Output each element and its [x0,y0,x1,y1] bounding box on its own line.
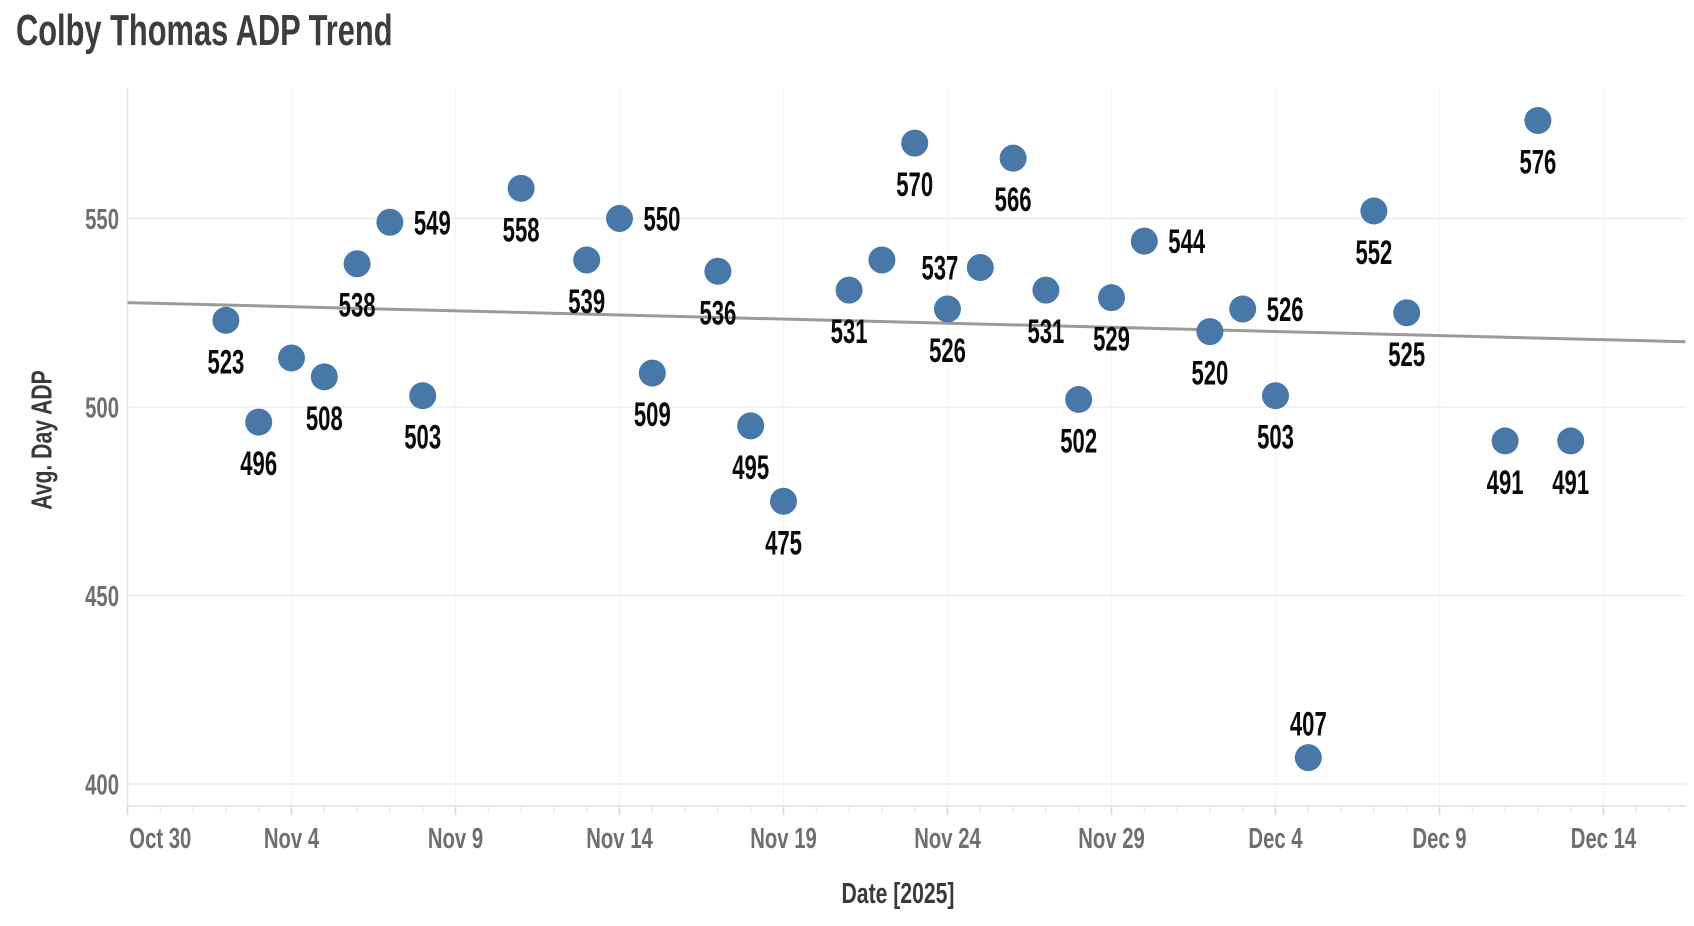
data-point[interactable] [868,246,896,274]
data-point-label: 407 [1290,706,1327,744]
x-tick-label: Nov 24 [914,823,981,855]
x-tick-label: Dec 9 [1412,823,1466,855]
x-tick-label: Nov 29 [1078,823,1145,855]
data-point[interactable] [606,205,633,232]
x-tick-label: Dec 14 [1571,823,1636,855]
data-point[interactable] [1130,227,1158,255]
data-point-label: 503 [1257,419,1294,457]
data-point-label: 552 [1355,234,1392,272]
data-point-label: 558 [503,212,540,250]
data-point[interactable] [409,382,437,410]
x-tick-label: Nov 4 [264,823,319,855]
data-point-label: 536 [699,295,736,333]
data-point-label: 566 [995,182,1032,220]
data-point[interactable] [573,246,601,274]
data-point[interactable] [999,144,1027,172]
data-point[interactable] [1196,318,1224,346]
data-point[interactable] [638,359,666,387]
y-tick-label: 500 [85,392,119,424]
data-point[interactable] [1360,197,1388,225]
data-point-label: 503 [404,419,441,457]
data-point-label: 531 [831,313,868,351]
data-point[interactable] [966,254,994,282]
data-labels: 523 496 508 538 549 503 558 539 550 509 536 495 475 5… [207,144,1589,744]
data-point[interactable] [212,306,240,334]
data-point-label: 544 [1168,223,1205,261]
x-axis-title: Date [2025] [841,878,955,910]
data-point[interactable] [310,363,338,391]
data-point-label: 531 [1027,313,1064,351]
data-point[interactable] [278,344,305,372]
data-point[interactable] [1491,427,1519,455]
data-point-label: 525 [1388,336,1425,374]
x-tick-label: Dec 4 [1248,823,1302,855]
data-point[interactable] [704,257,732,285]
data-point-label: 496 [240,445,277,483]
data-point[interactable] [770,487,797,515]
vertical-gridlines [126,88,1605,806]
data-point-label: 508 [306,400,343,438]
data-point[interactable] [1229,295,1257,323]
data-point[interactable] [1557,427,1585,455]
data-point[interactable] [245,408,273,436]
data-point[interactable] [835,276,863,304]
data-point-label: 495 [732,449,769,487]
data-point-label: 502 [1060,423,1097,461]
y-tick-label: 450 [85,581,119,613]
x-axis-ticks [126,806,1670,815]
data-point-label: 529 [1093,321,1130,359]
data-point[interactable] [1032,276,1060,304]
data-point[interactable] [376,208,404,236]
data-point-label: 520 [1191,355,1228,393]
data-point-label: 549 [414,205,451,243]
chart-title: Colby Thomas ADP Trend [16,6,393,55]
data-point-label: 526 [1267,291,1304,329]
data-point[interactable] [901,129,929,157]
x-tick-label: Nov 14 [586,823,653,855]
data-point[interactable] [1098,284,1125,312]
data-point[interactable] [1294,744,1322,772]
x-tick-label: Oct 30 [129,823,191,855]
data-point[interactable] [1393,299,1421,327]
trend-line [127,301,1686,344]
trend-line-group [127,301,1686,344]
y-tick-label: 400 [85,769,119,801]
data-point-label: 570 [896,166,933,204]
x-tick-label: Nov 9 [428,823,483,855]
data-point-label: 576 [1519,144,1556,182]
data-point[interactable] [343,250,371,278]
y-tick-label: 550 [85,204,119,236]
data-point-label: 491 [1487,464,1524,502]
data-point-label: 539 [568,283,605,321]
data-point-label: 491 [1552,464,1589,502]
data-point-label: 538 [339,287,376,325]
data-point[interactable] [1065,385,1093,413]
data-point[interactable] [507,174,535,202]
x-tick-label: Nov 19 [750,823,817,855]
data-point[interactable] [934,295,961,323]
data-point[interactable] [1262,382,1289,410]
data-point-label: 550 [644,201,681,239]
data-point-label: 475 [765,525,802,563]
data-point-label: 523 [207,344,244,382]
data-point[interactable] [1524,106,1552,134]
axis-tick-labels: 400 450 500 550 Oct 30 Nov 4 Nov 9 Nov 14 Nov 19… [85,204,1636,855]
data-point-label: 537 [921,250,958,288]
data-points [212,106,1585,772]
data-point-label: 526 [929,332,966,370]
data-point[interactable] [737,412,765,440]
data-point-label: 509 [634,396,671,434]
